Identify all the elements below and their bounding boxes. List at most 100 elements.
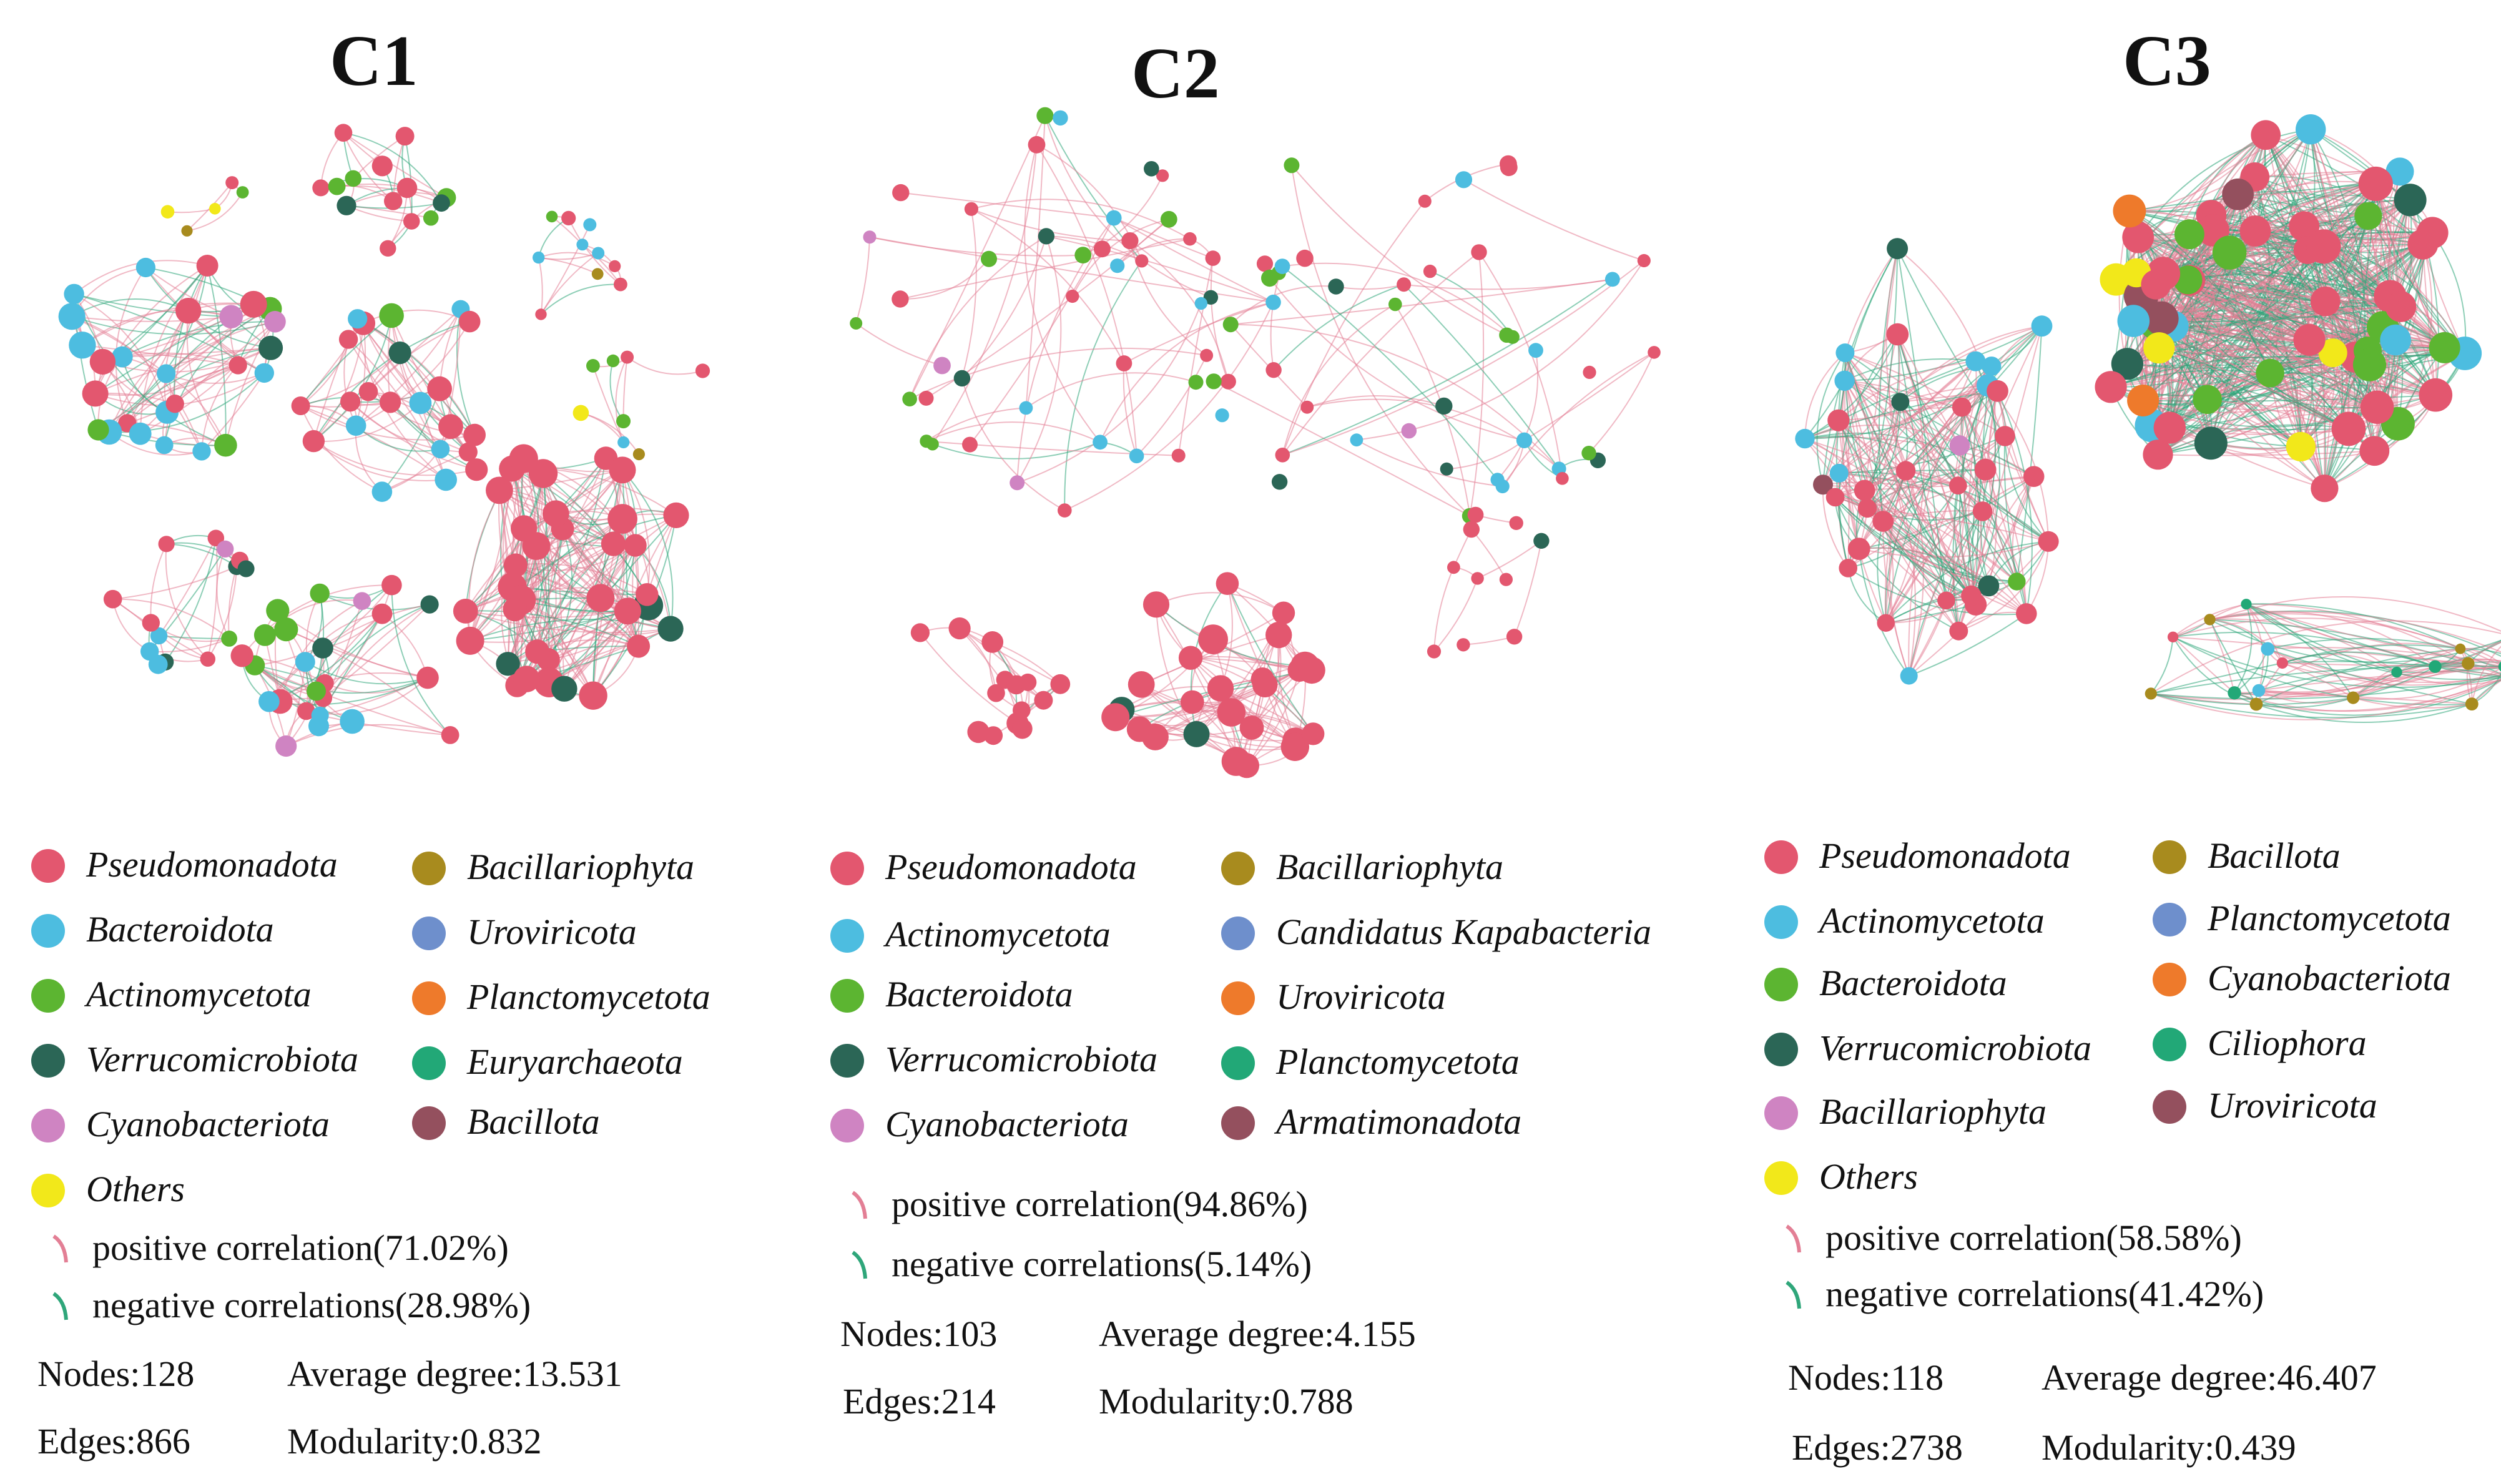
network-edge bbox=[150, 543, 167, 623]
network-node bbox=[1106, 210, 1122, 226]
network-edge bbox=[1463, 179, 1644, 262]
network-node bbox=[632, 448, 645, 461]
legend-dot bbox=[412, 981, 446, 1015]
network-edge bbox=[355, 323, 366, 426]
network-node bbox=[2358, 166, 2393, 202]
network-node bbox=[528, 459, 558, 488]
network-node bbox=[155, 436, 174, 455]
network-edge bbox=[158, 538, 217, 637]
network-node bbox=[1423, 264, 1437, 278]
network-edge bbox=[2237, 194, 2272, 373]
panel-c3: C3 Pseudomonadota Actinomycetota Bactero… bbox=[1723, 0, 2501, 1484]
network-edge bbox=[548, 469, 623, 683]
network-nodes bbox=[58, 124, 710, 757]
network-node bbox=[609, 260, 621, 272]
network-node bbox=[2117, 305, 2150, 337]
network-nodes bbox=[850, 107, 1661, 779]
network-edge bbox=[622, 469, 674, 629]
network-edge bbox=[507, 473, 544, 664]
network-node bbox=[274, 617, 298, 642]
network-node bbox=[621, 350, 634, 364]
network-edge bbox=[1430, 270, 1513, 338]
legend-label: Planctomycetota bbox=[2208, 898, 2451, 938]
network-edge bbox=[1016, 303, 1202, 484]
network-edge bbox=[115, 267, 147, 424]
network-edge bbox=[201, 372, 265, 452]
network-edge bbox=[1513, 541, 1542, 637]
network-node bbox=[1995, 426, 2015, 446]
network-node bbox=[1050, 674, 1071, 694]
network-edge bbox=[465, 610, 639, 647]
network-edge bbox=[855, 323, 943, 366]
network-node bbox=[1198, 624, 1228, 654]
network-node bbox=[1265, 294, 1281, 310]
network-edge bbox=[2256, 703, 2472, 723]
network-edge bbox=[2211, 428, 2349, 450]
legend-label: Verrucomicrobiota bbox=[86, 1039, 359, 1079]
legend-dot bbox=[1221, 852, 1255, 885]
network-node bbox=[129, 422, 152, 445]
network-edge bbox=[926, 421, 1101, 443]
network-edge bbox=[1403, 284, 1560, 469]
network-edge bbox=[900, 238, 1191, 300]
network-node bbox=[1265, 362, 1282, 378]
network-edge bbox=[2209, 619, 2283, 664]
network-node bbox=[533, 251, 545, 264]
network-edge bbox=[1864, 248, 1899, 491]
network-node bbox=[1435, 397, 1453, 415]
network-edge bbox=[2126, 252, 2230, 365]
network-node bbox=[264, 311, 286, 333]
network-edge bbox=[1123, 302, 1274, 364]
network-edge bbox=[2127, 363, 2349, 430]
network-edge bbox=[1866, 248, 1899, 509]
network-edge bbox=[1847, 568, 2027, 616]
network-edge bbox=[2468, 661, 2501, 664]
network-edge bbox=[1908, 325, 2043, 676]
positive-correlation-label: positive correlation(94.86%) bbox=[892, 1184, 1308, 1224]
network-edge bbox=[1987, 385, 2050, 542]
network-node bbox=[2143, 440, 2173, 470]
network-edge bbox=[2352, 697, 2472, 709]
network-node bbox=[1284, 157, 1300, 174]
network-edge bbox=[900, 258, 990, 300]
network-node bbox=[1418, 194, 1432, 208]
legend-dot bbox=[1764, 1161, 1798, 1195]
network-edge bbox=[469, 514, 677, 642]
network-node bbox=[486, 476, 513, 504]
network-edge bbox=[1044, 115, 1211, 298]
network-node bbox=[2385, 291, 2417, 322]
network-edge bbox=[285, 629, 451, 736]
network-node bbox=[535, 308, 547, 320]
network-node bbox=[1500, 159, 1518, 177]
stat-edges: Edges:866 bbox=[37, 1421, 190, 1462]
legend-dot bbox=[31, 1174, 65, 1207]
network-node bbox=[1207, 675, 1234, 702]
network-edge bbox=[592, 458, 625, 696]
network-node bbox=[1328, 278, 1344, 295]
negative-edge-icon bbox=[52, 1292, 68, 1320]
legend-label: Actinomycetota bbox=[885, 914, 1111, 955]
legend-dot bbox=[830, 919, 864, 953]
network-node bbox=[1019, 673, 1037, 691]
network-node bbox=[2462, 657, 2475, 670]
network-node bbox=[1455, 171, 1473, 189]
legend-dot bbox=[31, 849, 65, 883]
network-edge bbox=[2142, 183, 2376, 401]
network-node bbox=[2145, 687, 2157, 700]
network-edge bbox=[2352, 671, 2501, 699]
network-edge bbox=[1226, 583, 1314, 734]
legend-dot bbox=[412, 1046, 446, 1080]
network-edge bbox=[1036, 144, 1137, 456]
network-node bbox=[1012, 719, 1033, 739]
network-node bbox=[2173, 265, 2203, 295]
network-node bbox=[307, 681, 326, 701]
network-edge bbox=[2189, 233, 2223, 444]
network-node bbox=[111, 346, 133, 368]
network-node bbox=[624, 534, 647, 557]
network-node bbox=[503, 597, 527, 622]
legend-dot bbox=[830, 1109, 864, 1142]
network-node bbox=[850, 317, 863, 330]
network-node bbox=[1200, 348, 1214, 362]
network-edge bbox=[201, 365, 238, 451]
network-edge bbox=[1838, 360, 1976, 421]
